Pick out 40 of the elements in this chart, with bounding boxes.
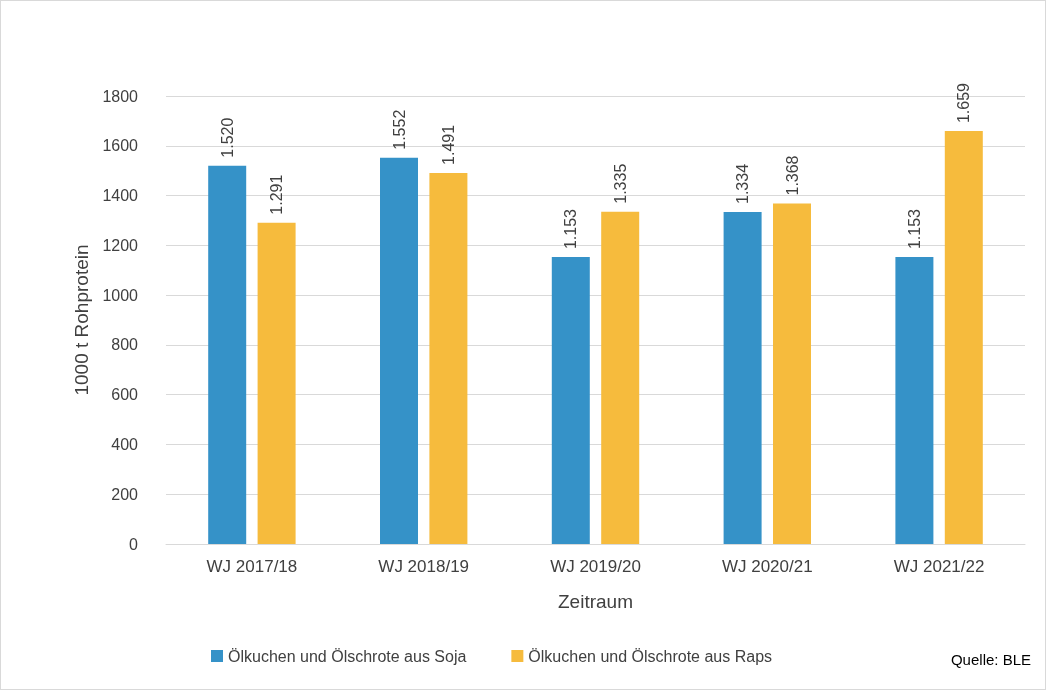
legend-label: Ölkuchen und Ölschrote aus Soja: [228, 647, 467, 665]
bar: [773, 203, 811, 544]
bar: [429, 172, 468, 544]
x-tick-label: WJ 2018/19: [378, 557, 470, 576]
x-tick-label: WJ 2021/22: [893, 557, 985, 576]
y-tick-label: 1400: [102, 187, 139, 205]
data-label: 1.491: [439, 124, 457, 165]
bar: [895, 257, 934, 544]
y-tick-label: 1200: [102, 236, 139, 254]
x-axis-title: Zeitraum: [558, 591, 633, 612]
bar: [723, 211, 762, 544]
data-label: 1.153: [905, 208, 923, 250]
data-label: 1.153: [562, 208, 580, 250]
data-label: 1.335: [611, 163, 629, 204]
source-note: Quelle: BLE: [950, 651, 1031, 668]
data-label: 1.334: [734, 163, 752, 204]
y-tick-label: 600: [111, 386, 139, 404]
data-label: 1.659: [955, 82, 973, 124]
data-label: 1.520: [218, 117, 236, 158]
y-tick-label: 1800: [102, 87, 139, 105]
x-tick-label: WJ 2020/21: [721, 557, 813, 576]
legend-label: Ölkuchen und Ölschrote aus Raps: [528, 647, 773, 665]
y-tick-label: 0: [129, 535, 139, 553]
bar: [944, 131, 983, 544]
data-label: 1.368: [783, 155, 801, 196]
y-tick-label: 800: [111, 336, 139, 354]
bar: [208, 165, 247, 544]
data-label: 1.291: [268, 174, 286, 215]
y-tick-label: 1000: [102, 286, 139, 304]
y-tick-label: 200: [111, 485, 139, 503]
data-label: 1.552: [390, 109, 408, 150]
y-tick-label: 400: [111, 435, 139, 453]
bar: [601, 211, 640, 544]
x-tick-label: WJ 2017/18: [206, 557, 298, 576]
bar: [380, 157, 418, 544]
y-axis-title: 1000 t Rohprotein: [71, 244, 92, 396]
y-tick-label: 1600: [102, 137, 139, 155]
bar: [257, 222, 296, 544]
bar: [551, 257, 590, 544]
x-tick-label: WJ 2019/20: [550, 557, 641, 576]
